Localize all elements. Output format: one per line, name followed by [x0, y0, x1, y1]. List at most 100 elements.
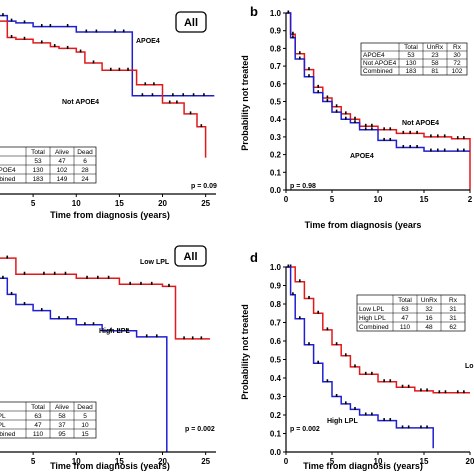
panel-d-y-axis-title: Probability not treated: [240, 304, 250, 400]
c-table-header: Total: [31, 404, 45, 411]
d-y-tick-label: 0.1: [270, 430, 282, 439]
b-y-tick-label: 1.0: [270, 9, 282, 18]
d-y-tick-label: 1.0: [270, 263, 282, 272]
d-y-tick-label: 0.2: [270, 411, 282, 420]
c-x-tick-label: 20: [158, 457, 167, 466]
b-table-cell: 81: [431, 68, 439, 75]
d-table-header: Total: [398, 297, 412, 304]
a-table-cell: 28: [81, 167, 89, 174]
b-table-cell: Not APOE4: [363, 60, 397, 67]
panel-d-x-axis-title: Time from diagnosis (years): [303, 461, 423, 471]
b-table-cell: 30: [453, 52, 461, 59]
d-series-1-line: [286, 266, 434, 449]
d-x-tick-label: 15: [420, 457, 429, 466]
a-x-tick-label: 5: [31, 199, 36, 208]
a-table-header: Total: [31, 149, 45, 156]
c-table-cell: 37: [58, 422, 66, 429]
a-table-cell: 149: [57, 176, 68, 183]
panel-b-apoe4-treatment-free: b 0.0 0.1 0.2 0.3 0.4 0.5 0.6 0.7 0.8 0.9 1.0 0 5 10 1…: [240, 4, 473, 230]
b-table-cell: 72: [453, 60, 461, 67]
panel-a-all-label: All: [184, 17, 198, 29]
d-y-tick-label: 0.4: [270, 374, 282, 383]
panel-b-letter: b: [250, 4, 258, 19]
d-table-cell: 32: [425, 306, 433, 313]
b-table-cell: 53: [407, 52, 415, 59]
c-table-cell: LPL: [0, 422, 6, 429]
d-table-cell: High LPL: [359, 315, 386, 322]
d-y-tick-label: 0.6: [270, 337, 282, 346]
panel-d-label-low-lpl: Lo: [465, 363, 474, 370]
d-table-cell: 62: [449, 324, 457, 331]
b-table-cell: Combined: [363, 68, 393, 75]
c-table-cell: 47: [34, 422, 42, 429]
c-table-header: Dead: [77, 404, 93, 411]
b-y-tick-label: 0.2: [270, 151, 282, 160]
b-x-tick-label: 5: [330, 195, 335, 204]
d-table-cell: 31: [449, 315, 457, 322]
b-table-header: Total: [404, 44, 418, 51]
b-y-tick-label: 0.8: [270, 44, 282, 53]
a-table-cell: 130: [33, 167, 44, 174]
a-table-cell: 24: [81, 176, 89, 183]
c-table-cell: LPL: [0, 413, 6, 420]
a-series-0-line: [0, 14, 215, 97]
d-y-tick-label: 0.0: [270, 448, 282, 457]
d-y-tick-label: 0.9: [270, 282, 282, 291]
a-table-cell: 6: [83, 158, 87, 165]
panel-a-x-axis-title: Time from diagnosis (years): [50, 210, 170, 220]
d-x-tick-label: 0: [284, 457, 289, 466]
panel-d-axes: 0.0 0.1 0.2 0.3 0.4 0.5 0.6 0.7 0.8 0.9 1.0 0 5 10 15 2…: [270, 263, 474, 466]
d-y-tick-label: 0.3: [270, 393, 282, 402]
a-series-1-line: [0, 20, 207, 158]
panel-c-label-low-lpl: Low LPL: [140, 259, 170, 266]
b-x-tick-label: 15: [420, 195, 429, 204]
b-table-cell: 58: [431, 60, 439, 67]
a-table-cell: 183: [33, 176, 44, 183]
panel-c-lpl-overall-survival: 5 10 15 20 25 All Low LPL High LPL p = 0.002…: [0, 245, 216, 471]
panel-b-y-axis-title: Probability not treated: [240, 55, 250, 151]
panel-a-all-box: All: [175, 11, 207, 33]
b-y-tick-label: 0.9: [270, 27, 282, 36]
b-table-cell: APOE4: [363, 52, 385, 59]
panel-a-axes: 5 10 15 20 25: [0, 193, 216, 208]
panel-a-table: sAPOE4mbinedTotal53130183Alive47102149De…: [0, 146, 97, 184]
panel-c-label-high-lpl: High LPL: [99, 328, 130, 335]
c-table-cell: 15: [81, 431, 89, 438]
panel-b-x-axis-title: Time from diagnosis (years: [305, 220, 422, 230]
d-table-cell: 110: [400, 324, 411, 331]
c-table-cell: 5: [83, 413, 87, 420]
panel-b-label-apoe4: APOE4: [350, 153, 374, 160]
c-x-tick-label: 25: [201, 457, 210, 466]
panel-c-all-frame: [174, 245, 207, 267]
panel-a-series: [0, 13, 215, 158]
b-y-tick-label: 0.7: [270, 62, 282, 71]
b-y-tick-label: 0.5: [270, 98, 282, 107]
a-x-tick-label: 10: [72, 199, 81, 208]
panel-d-table: Low LPL High LPL Combined Total 63 47 110 UnRx 3…: [356, 294, 466, 332]
panel-a-all-frame: [175, 11, 207, 33]
a-table-cell: 53: [34, 158, 42, 165]
d-y-tick-label: 0.5: [270, 356, 282, 365]
d-y-tick-label: 0.7: [270, 319, 282, 328]
d-table-cell: 48: [425, 324, 433, 331]
d-table-cell: Low LPL: [359, 306, 385, 313]
d-x-tick-label: 5: [330, 457, 335, 466]
b-table-header: UnRx: [427, 44, 444, 51]
c-table-header: Alive: [55, 404, 69, 411]
panel-c-series: [0, 255, 210, 452]
panel-b-series: [286, 10, 471, 190]
b-y-tick-label: 0.6: [270, 80, 282, 89]
panel-c-axes: 5 10 15 20 25: [0, 451, 216, 466]
a-table-cell: 47: [58, 158, 66, 165]
d-x-tick-label: 10: [374, 457, 383, 466]
a-table-header: Alive: [55, 149, 69, 156]
b-table-header: Rx: [453, 44, 462, 51]
b-x-tick-label: 2: [468, 195, 473, 204]
panel-c-all-label: All: [183, 251, 197, 263]
c-table-cell: 95: [58, 431, 66, 438]
panel-c-p-value: p = 0.002: [185, 426, 215, 433]
panel-d-series: [286, 264, 470, 449]
a-x-tick-label: 20: [158, 199, 167, 208]
d-table-header: UnRx: [421, 297, 438, 304]
c-x-tick-label: 15: [115, 457, 124, 466]
